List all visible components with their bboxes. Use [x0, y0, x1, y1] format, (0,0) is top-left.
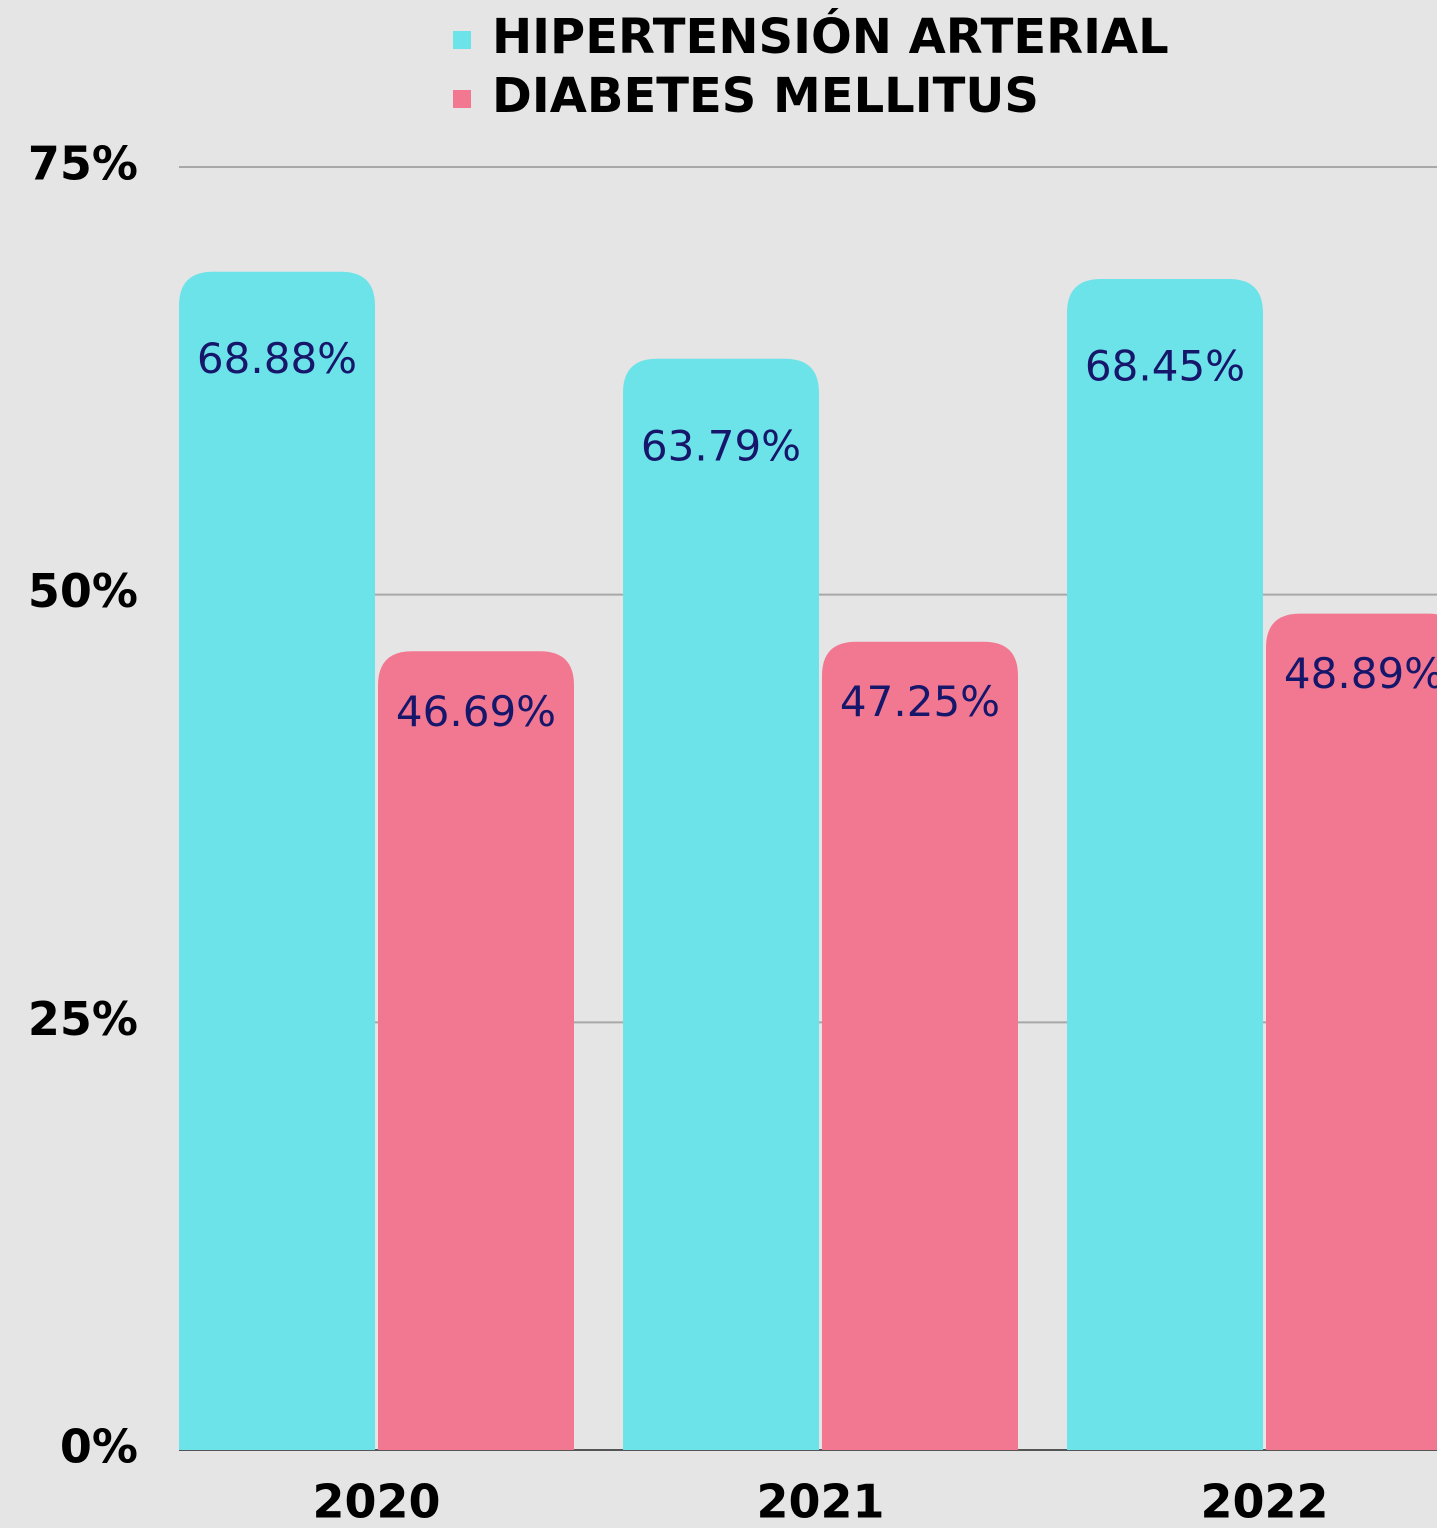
bar — [378, 651, 574, 1450]
y-tick-label: 75% — [28, 137, 138, 191]
legend-label: DIABETES MELLITUS — [492, 68, 1039, 124]
x-tick-label: 2022 — [1200, 1475, 1328, 1528]
y-tick-label: 0% — [60, 1420, 138, 1474]
bar — [1067, 279, 1263, 1450]
value-label: 68.88% — [197, 334, 357, 383]
bar — [822, 641, 1018, 1450]
bar — [623, 358, 819, 1450]
value-label: 47.25% — [840, 677, 1000, 726]
value-label: 63.79% — [641, 421, 801, 470]
legend-swatch — [453, 90, 471, 108]
y-tick-label: 25% — [28, 992, 138, 1046]
x-tick-label: 2021 — [756, 1475, 884, 1528]
y-tick-label: 50% — [28, 564, 138, 618]
bar — [179, 271, 375, 1450]
value-label: 48.89% — [1284, 649, 1437, 698]
x-tick-label: 2020 — [312, 1475, 440, 1528]
legend-swatch — [453, 31, 471, 49]
bar — [1266, 613, 1437, 1450]
legend-label: HIPERTENSIÓN ARTERIAL — [492, 8, 1169, 65]
value-label: 68.45% — [1085, 342, 1245, 391]
value-label: 46.69% — [396, 687, 556, 736]
